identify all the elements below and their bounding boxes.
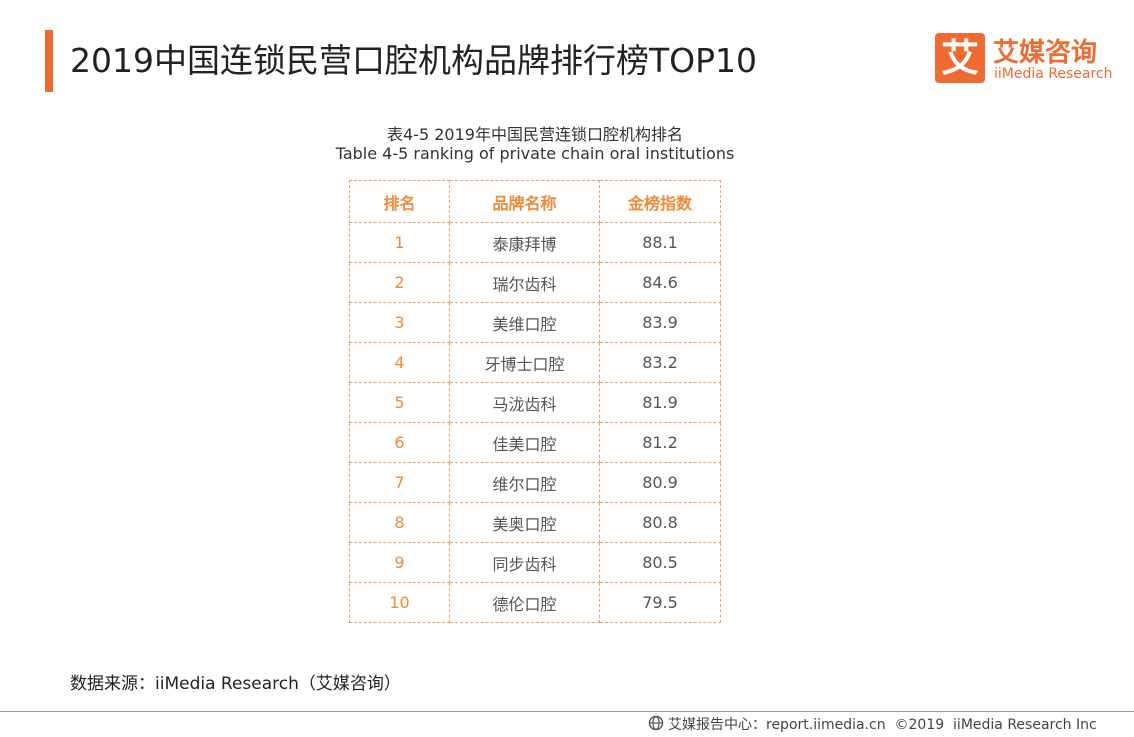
table-cell: 泰康拜博 bbox=[449, 222, 600, 263]
table-cell: 83.2 bbox=[599, 342, 721, 383]
table-cell: 81.9 bbox=[599, 382, 721, 423]
table-row: 10 德伦口腔 79.5 bbox=[349, 582, 721, 623]
table-cell: 4 bbox=[349, 342, 450, 383]
table-row: 7 维尔口腔 80.9 bbox=[349, 462, 721, 503]
table-cell: 10 bbox=[349, 582, 450, 623]
table-row: 1 泰康拜博 88.1 bbox=[349, 222, 721, 263]
header-row: 排名 品牌名称 金榜指数 bbox=[349, 180, 721, 223]
table-row: 2 瑞尔齿科 84.6 bbox=[349, 262, 721, 303]
logo-icon: 艾 bbox=[935, 33, 985, 83]
table-cell: 3 bbox=[349, 302, 450, 343]
table-cell: 84.6 bbox=[599, 262, 721, 303]
column-header: 排名 bbox=[349, 180, 450, 223]
table-cell: 维尔口腔 bbox=[449, 462, 600, 503]
table-cell: 6 bbox=[349, 422, 450, 463]
table-row: 9 同步齿科 80.5 bbox=[349, 542, 721, 583]
table-row: 3 美维口腔 83.9 bbox=[349, 302, 721, 343]
table-cell: 5 bbox=[349, 382, 450, 423]
footer: 艾媒报告中心：report.iimedia.cn ©2019 iiMedia R… bbox=[668, 717, 1097, 733]
table-cell: 同步齿科 bbox=[449, 542, 600, 583]
title-bar bbox=[45, 30, 53, 92]
table-row: 6 佳美口腔 81.2 bbox=[349, 422, 721, 463]
table-cell: 佳美口腔 bbox=[449, 422, 600, 463]
caption-zh: 表4-5 2019年中国民营连锁口腔机构排名 bbox=[387, 125, 683, 144]
column-header: 品牌名称 bbox=[449, 180, 600, 223]
table-cell: 美维口腔 bbox=[449, 302, 600, 343]
table-cell: 83.9 bbox=[599, 302, 721, 343]
table-cell: 9 bbox=[349, 542, 450, 583]
table-row: 5 马泷齿科 81.9 bbox=[349, 382, 721, 423]
table-cell: 8 bbox=[349, 502, 450, 543]
page-title: 2019中国连锁民营口腔机构品牌排行榜TOP10 bbox=[70, 41, 758, 80]
table-row: 4 牙博士口腔 83.2 bbox=[349, 342, 721, 383]
table-cell: 瑞尔齿科 bbox=[449, 262, 600, 303]
footer-rule bbox=[0, 711, 1134, 712]
caption-en: Table 4-5 ranking of private chain oral … bbox=[335, 144, 735, 163]
table-cell: 1 bbox=[349, 222, 450, 263]
table-cell: 美奥口腔 bbox=[449, 502, 600, 543]
table-cell: 7 bbox=[349, 462, 450, 503]
table-cell: 80.9 bbox=[599, 462, 721, 503]
table-cell: 80.8 bbox=[599, 502, 721, 543]
globe-icon bbox=[648, 715, 664, 731]
table-cell: 牙博士口腔 bbox=[449, 342, 600, 383]
table-row: 8 美奥口腔 80.8 bbox=[349, 502, 721, 543]
table-cell: 88.1 bbox=[599, 222, 721, 263]
ranking-table: 排名 品牌名称 金榜指数 1 泰康拜博 88.1 2 瑞尔齿科 84.6 3 美维口腔 83.9 4 牙博… bbox=[349, 180, 721, 623]
table-cell: 81.2 bbox=[599, 422, 721, 463]
table-cell: 79.5 bbox=[599, 582, 721, 623]
table-cell: 德伦口腔 bbox=[449, 582, 600, 623]
column-header: 金榜指数 bbox=[599, 180, 721, 223]
logo-subname: iiMedia Research bbox=[994, 66, 1113, 82]
source: 数据来源：iiMedia Research（艾媒咨询） bbox=[70, 674, 401, 694]
table-cell: 2 bbox=[349, 262, 450, 303]
logo-name: 艾媒咨询 bbox=[993, 38, 1098, 68]
table-cell: 马泷齿科 bbox=[449, 382, 600, 423]
table-cell: 80.5 bbox=[599, 542, 721, 583]
